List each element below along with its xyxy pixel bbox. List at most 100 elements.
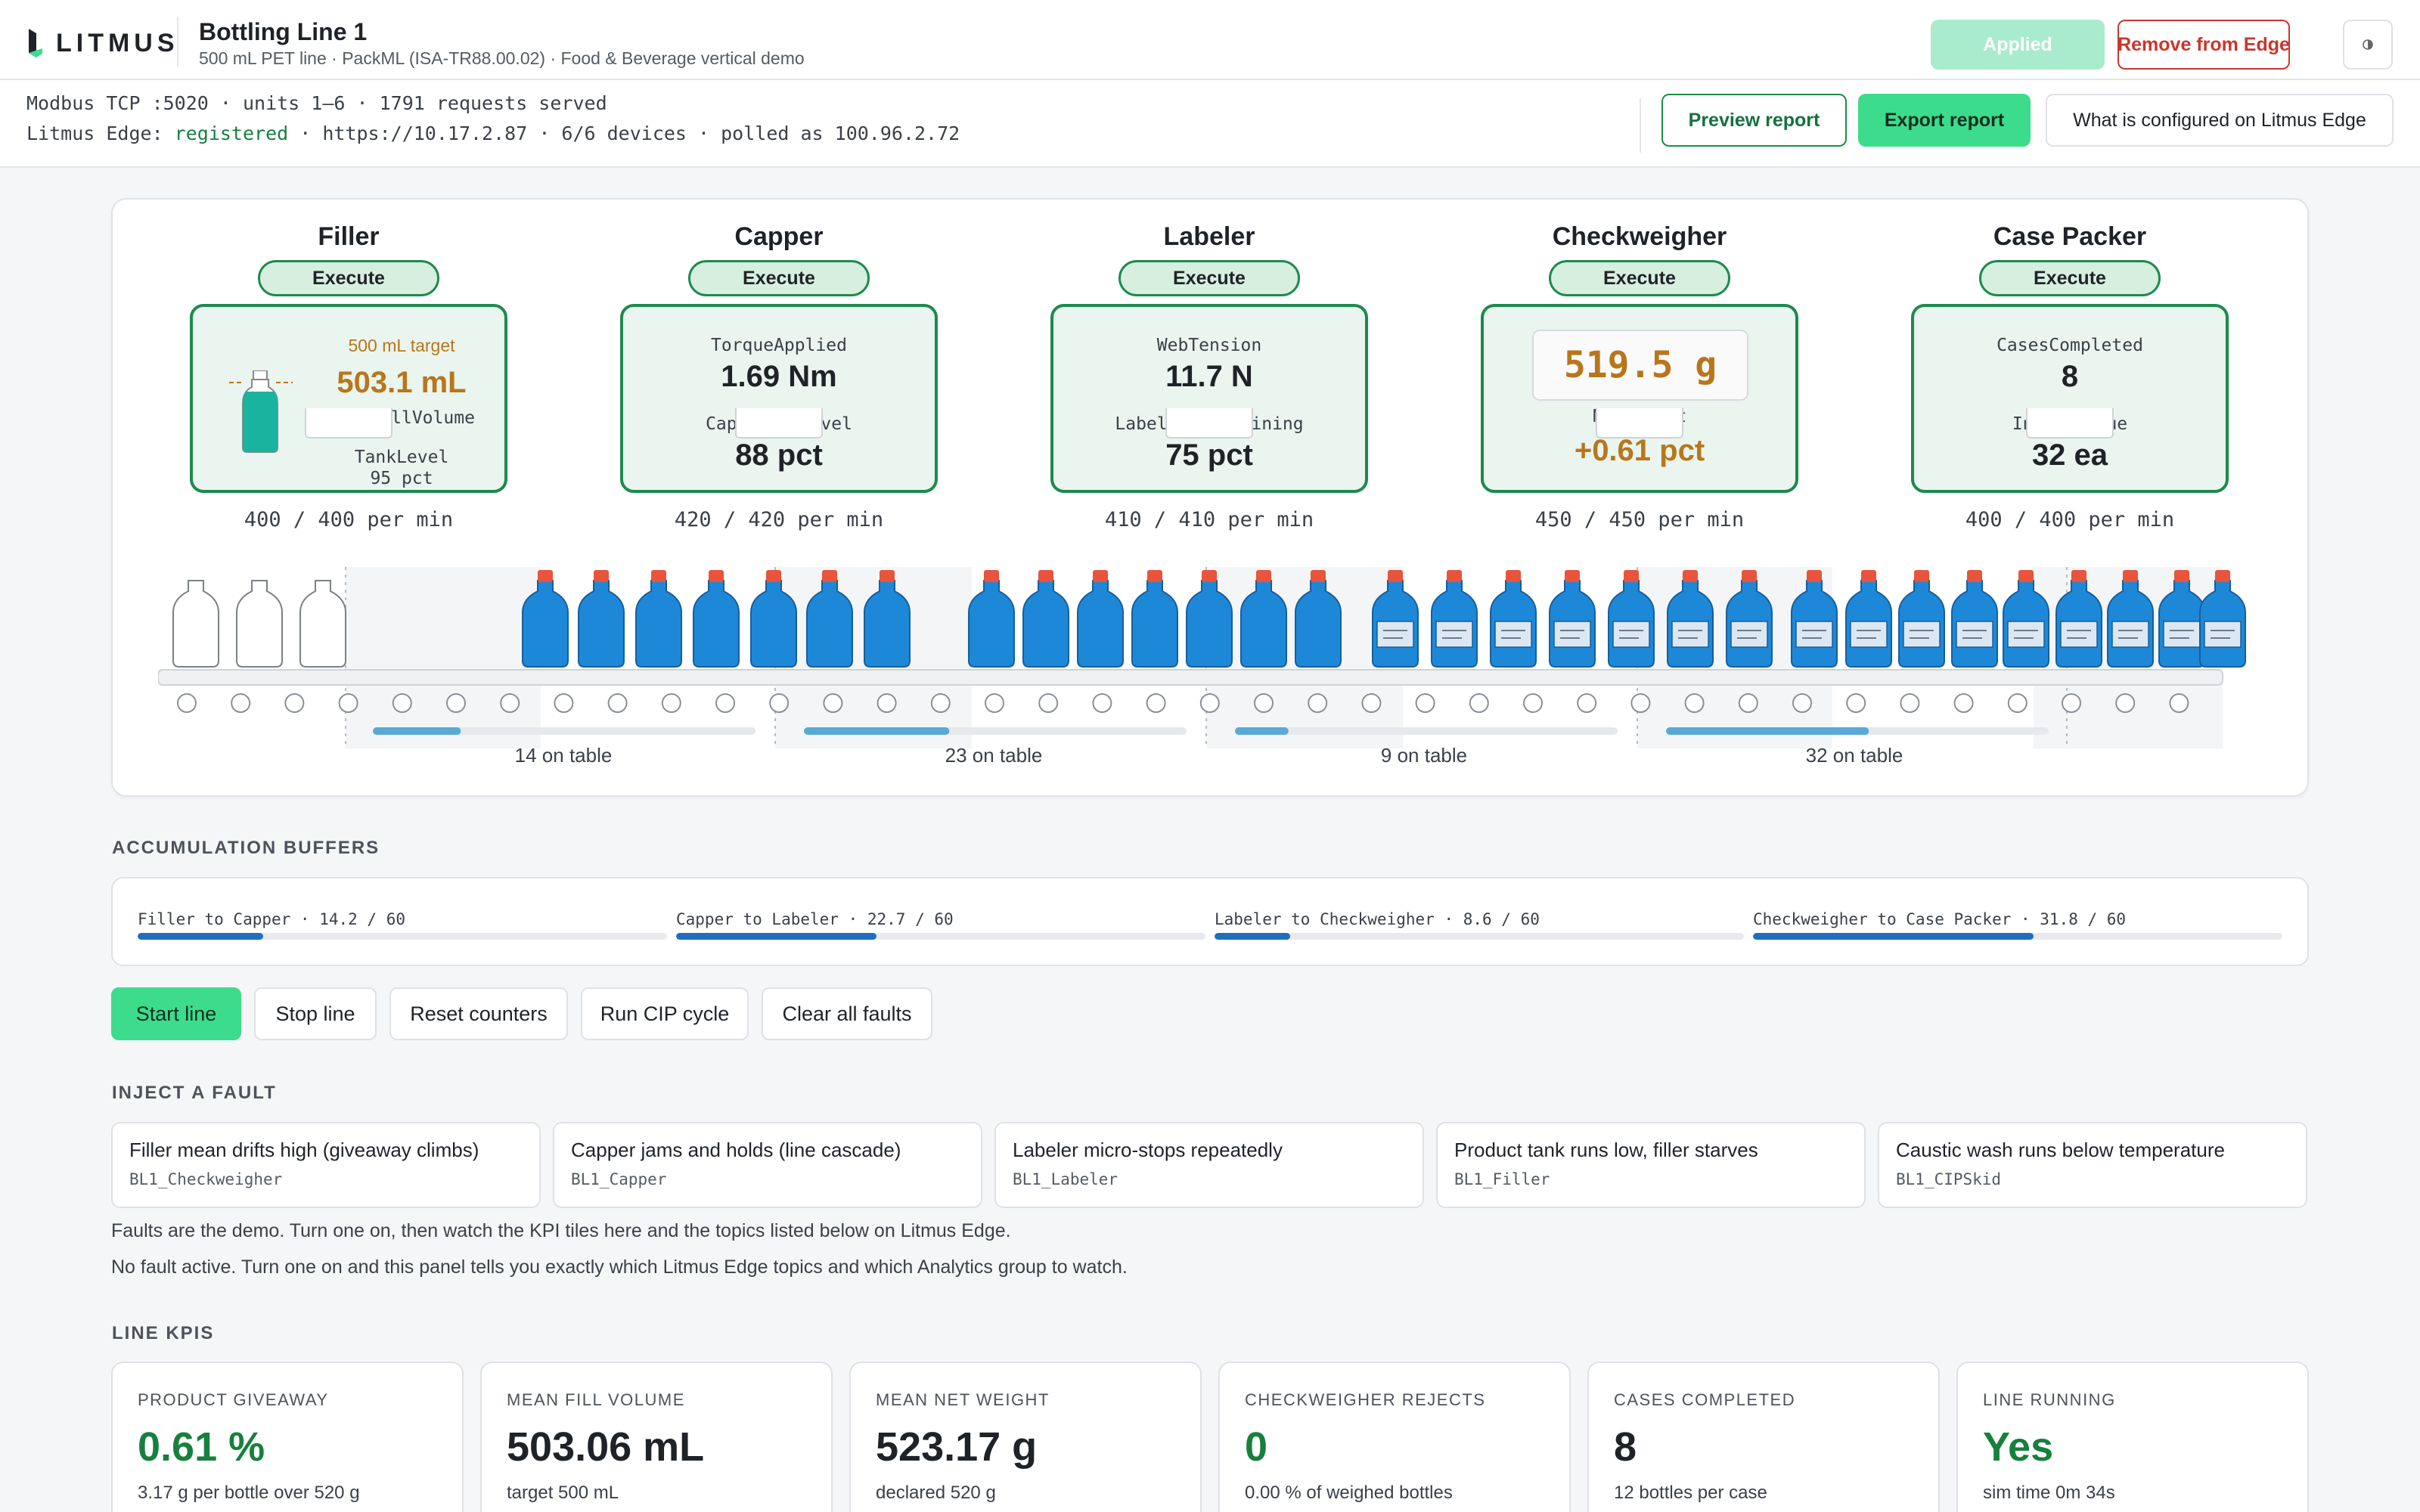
stop-line-button[interactable]: Stop line [254, 987, 377, 1040]
station-name: Case Packer [1993, 222, 2147, 251]
section-title-kpis: LINE KPIS [112, 1323, 215, 1343]
remove-from-edge-button[interactable]: Remove from Edge [2118, 20, 2290, 70]
station-capper[interactable]: Capper Execute TorqueApplied 1.69 Nm Cap… [620, 222, 938, 531]
logo-text: LITMUS [56, 28, 179, 57]
bottle-body [693, 580, 740, 668]
conveyor-roller [1953, 693, 1974, 713]
applied-button[interactable]: Applied [1931, 20, 2105, 70]
bottle-cap [1967, 570, 1982, 582]
start-line-button[interactable]: Start line [111, 987, 241, 1040]
bottle [2158, 570, 2205, 668]
faults-note: Faults are the demo. Turn one on, then w… [111, 1220, 1011, 1241]
bottle-label [1553, 621, 1591, 648]
conveyor-roller [715, 693, 735, 713]
bottle-cap [1861, 570, 1876, 582]
bottle-label [2204, 621, 2242, 648]
conveyor-diagram [158, 567, 2246, 748]
clear-all-faults-button[interactable]: Clear all faults [762, 987, 932, 1040]
bottle [864, 570, 911, 668]
conveyor-roller [177, 693, 197, 713]
bottles-layer [172, 570, 2246, 668]
station-metrics-box: 500 mL target 503.1 mL MeanFillVolume Ta… [190, 304, 507, 493]
what-is-configured-button[interactable]: What is configured on Litmus Edge [2046, 94, 2394, 147]
buffer-label: Labeler to Checkweigher · 8.6 / 60 [1215, 910, 1540, 928]
buffer-label: Capper to Labeler · 22.7 / 60 [676, 910, 954, 928]
kpi-value: 503.06 mL [507, 1424, 705, 1470]
station-state-badge: Execute [1979, 260, 2161, 296]
bottle [1667, 570, 1714, 668]
fault-card[interactable]: Labeler micro-stops repeatedly BL1_Label… [994, 1122, 1424, 1208]
fault-card[interactable]: Caustic wash runs below temperature BL1_… [1878, 1122, 2307, 1208]
section-title-buffers: ACCUMULATION BUFFERS [112, 838, 380, 858]
fill-target-label: 500 mL target [348, 336, 455, 355]
conveyor-roller [1038, 693, 1059, 713]
conveyor-roller [1146, 693, 1166, 713]
buffer-fill [1215, 933, 1291, 940]
bottle-cap [594, 570, 609, 582]
bottle-cap [2071, 570, 2086, 582]
buffer-capper-labeler: Capper to Labeler · 22.7 / 60 [676, 910, 1205, 940]
station-connector [305, 408, 392, 438]
mean-fill-volume-value: 503.1 mL [337, 366, 467, 399]
station-filler[interactable]: Filler Execute 500 mL target 503.1 mL Me… [190, 222, 507, 531]
bottle [299, 580, 346, 668]
torque-applied-value: 1.69 Nm [721, 360, 837, 393]
cap-hopper-level-value: 88 pct [735, 438, 823, 472]
table-fill-bar [804, 727, 950, 735]
bottle [1240, 570, 1287, 668]
bottle-cap [1807, 570, 1822, 582]
conveyor-roller [769, 693, 790, 713]
kpi-card-mean-net-weight: MEAN NET WEIGHT 523.17 g declared 520 g [849, 1362, 1202, 1512]
conveyor-roller [1308, 693, 1328, 713]
conveyor-roller [1415, 693, 1435, 713]
bottle-body [522, 580, 569, 668]
export-report-button[interactable]: Export report [1858, 94, 2031, 147]
fault-card[interactable]: Product tank runs low, filler starves BL… [1436, 1122, 1866, 1208]
run-cip-cycle-button[interactable]: Run CIP cycle [581, 987, 749, 1040]
kpi-subtext: 0.00 % of weighed bottles [1245, 1483, 1453, 1503]
reset-counters-button[interactable]: Reset counters [389, 987, 568, 1040]
net-weight-value: +0.61 pct [1574, 434, 1705, 467]
theme-toggle-button[interactable] [2343, 20, 2393, 70]
buffer-label: Filler to Capper · 14.2 / 60 [138, 910, 406, 928]
bottle [1131, 570, 1178, 668]
station-name: Labeler [1163, 222, 1255, 251]
conveyor-roller [1738, 693, 1758, 713]
kpi-label: CASES COMPLETED [1614, 1390, 1796, 1409]
bottle [1845, 570, 1892, 668]
preview-report-button[interactable]: Preview report [1661, 94, 1847, 147]
bottle-cap [1565, 570, 1580, 582]
conveyor-roller [1199, 693, 1220, 713]
conveyor-roller [1630, 693, 1651, 713]
accumulation-table-label: 32 on table [1805, 744, 1903, 767]
kpi-value: 0 [1245, 1424, 1268, 1470]
kpi-value: 8 [1614, 1424, 1637, 1470]
buffer-filler-capper: Filler to Capper · 14.2 / 60 [138, 910, 667, 940]
bottle-label [1671, 621, 1709, 648]
bottle-cap [1147, 570, 1162, 582]
fault-card[interactable]: Capper jams and holds (line cascade) BL1… [553, 1122, 982, 1208]
accumulation-tables-layer [373, 727, 2049, 735]
station-state-badge: Execute [258, 260, 439, 296]
fault-tag: BL1_Filler [1454, 1170, 1550, 1188]
fault-title: Labeler micro-stops repeatedly [1013, 1139, 1283, 1161]
bottle-cap [822, 570, 837, 582]
station-connector [1165, 408, 1253, 438]
station-labeler[interactable]: Labeler Execute WebTension 11.7 N LabelR… [1050, 222, 1368, 531]
conveyor-roller [1469, 693, 1489, 713]
page-title: Bottling Line 1 [199, 18, 368, 45]
bottle-body [1077, 580, 1124, 668]
edge-registered-badge: registered [174, 122, 289, 144]
cases-completed-value: 8 [2061, 360, 2079, 393]
conveyor-roller [607, 693, 628, 713]
conveyor-roller [1684, 693, 1705, 713]
conveyor-roller [661, 693, 681, 713]
station-checkweigher[interactable]: Checkweigher Execute 519.5 g NetWeight +… [1481, 222, 1798, 531]
station-case-packer[interactable]: Case Packer Execute CasesCompleted 8 Inf… [1911, 222, 2229, 531]
bottle-cap [880, 570, 895, 582]
conveyor-roller [1523, 693, 1543, 713]
station-connector [1596, 408, 1683, 438]
fault-title: Product tank runs low, filler starves [1454, 1139, 1758, 1161]
fault-card[interactable]: Filler mean drifts high (giveaway climbs… [111, 1122, 541, 1208]
buffer-checkweigher-casepacker: Checkweigher to Case Packer · 31.8 / 60 [1753, 910, 2282, 940]
